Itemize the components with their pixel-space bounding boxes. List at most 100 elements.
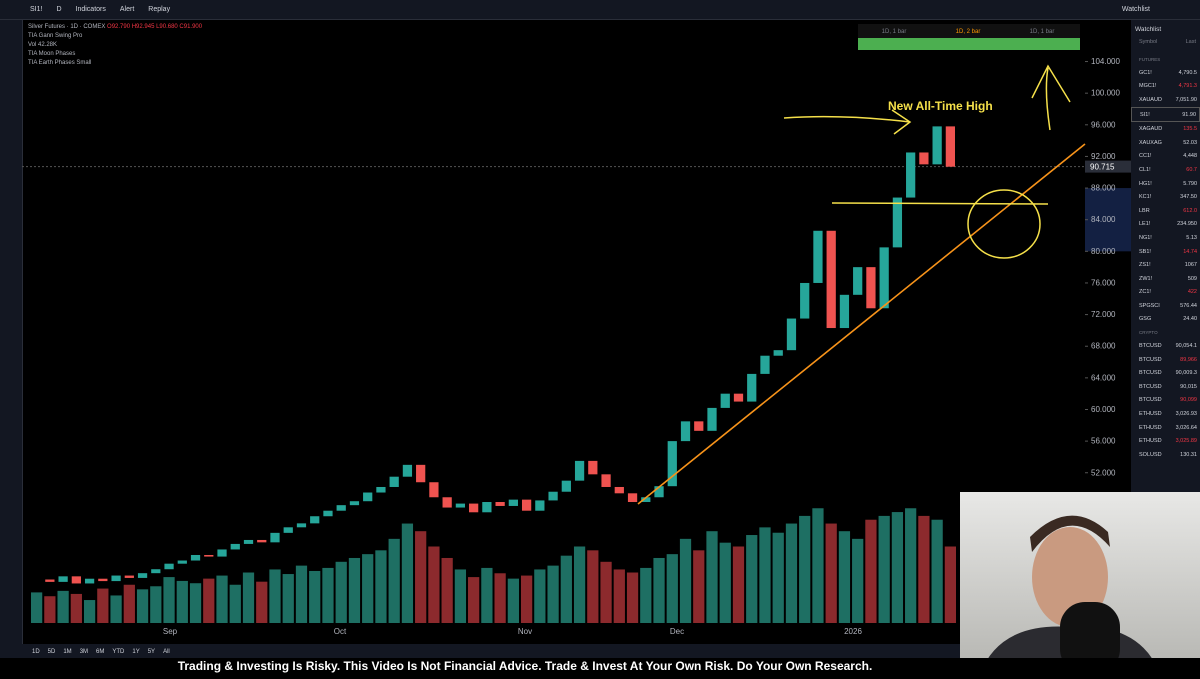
watchlist-row[interactable]: SOLUSD 130.31 [1131,448,1200,462]
candle [508,499,518,506]
candle [469,503,479,513]
watchlist-row[interactable]: KC1! 347.50 [1131,190,1200,204]
watchlist-row[interactable]: ETHUSD 3,026.64 [1131,421,1200,435]
watchlist-row[interactable]: ZW1! 509 [1131,272,1200,286]
row-symbol: XAUAUD [1139,96,1162,103]
replay-button[interactable]: Replay [148,6,171,13]
watchlist-row[interactable]: XAUXAG 52.03 [1131,136,1200,150]
volume-bar [216,575,228,623]
volume-bar [626,572,639,623]
watchlist-row[interactable]: BTCUSD 90,099 [1131,394,1200,408]
candle [270,532,280,543]
range-button[interactable]: YTD [112,649,125,655]
price-axis-highlight [1085,188,1131,252]
watchlist-row[interactable]: HG1! 5.790 [1131,177,1200,191]
watchlist-row[interactable]: SB1! 14.74 [1131,245,1200,259]
alert-button[interactable]: Alert [119,6,135,13]
watchlist-row[interactable]: ZC1! 422 [1131,286,1200,300]
row-symbol: XAUXAG [1139,139,1162,146]
volume-bar [401,523,414,623]
watchlist-row[interactable]: XAUAUD 7,051.90 [1131,93,1200,107]
volume-bar [520,575,533,623]
volume-bar [441,557,453,623]
indicators-button[interactable]: Indicators [75,6,106,13]
row-symbol: SOLUSD [1139,451,1162,458]
watchlist-row[interactable]: ETHUSD 3,025.89 [1131,434,1200,448]
candle [98,578,108,582]
row-last: 509 [1187,275,1197,282]
volume-bar [918,515,930,623]
row-last: 90,099 [1180,397,1197,404]
watchlist-row[interactable]: BTCUSD 89,966 [1131,353,1200,367]
watchlist-rows: FUTURES GC1! 4,790.5 MGC1! 4,791.3 XAUAUD 7,05… [1131,53,1200,462]
indicator-label: TIA Earth Phases Small [28,60,92,66]
volume-bar [189,583,202,623]
watchlist-row[interactable]: BTCUSD 90,015 [1131,380,1200,394]
candle [839,294,850,329]
legend-ohlc: O92.790 H92.945 L90.680 C91.900 [107,24,203,30]
row-symbol: HG1! [1139,180,1152,187]
candle [786,318,797,351]
volume-bar [481,567,493,623]
watchlist-row[interactable]: ETHUSD 3,026.93 [1131,407,1200,421]
watchlist-row[interactable]: ZS1! 1067 [1131,258,1200,272]
candle [111,575,121,582]
range-button[interactable]: 1D [32,649,40,655]
bar-widget-green [858,38,1080,50]
last-price-label: 90.715 [1090,163,1115,172]
range-button[interactable]: 3M [79,649,89,655]
watchlist-row[interactable]: BTCUSD 90,009.3 [1131,366,1200,380]
watchlist-row[interactable]: XAGAUD 135.5 [1131,122,1200,136]
candle [376,486,386,493]
watchlist-row[interactable]: MGC1! 4,791.3 [1131,80,1200,94]
range-button[interactable]: 6M [96,649,105,655]
row-symbol: XAGAUD [1139,126,1163,133]
candle [932,126,942,165]
candle [217,549,227,557]
watchlist-row[interactable]: BTCUSD 90,054.1 [1131,339,1200,353]
candle [204,554,214,557]
watchlist-row[interactable]: CL1! 60.7 [1131,163,1200,177]
watchlist-row[interactable]: CC1! 4,448 [1131,150,1200,164]
volume-bar [415,531,427,623]
range-button[interactable]: 1Y [132,649,140,655]
candle [760,355,770,374]
range-button[interactable]: 5D [47,649,56,655]
candle [720,393,730,408]
row-symbol: GC1! [1139,69,1152,76]
price-label: 92.000 [1091,152,1116,161]
range-button[interactable]: All [163,649,170,655]
watchlist-button[interactable]: Watchlist [1121,6,1150,13]
watchlist-row[interactable]: LBR 612.0 [1131,204,1200,218]
candle [416,464,426,483]
indicator-label: TIA Moon Phases [28,51,76,57]
interval[interactable]: D [56,6,62,13]
candle [164,563,174,570]
volume-bar [825,523,837,623]
watchlist-row[interactable]: SPGSCI 576.44 [1131,299,1200,313]
support-line [831,202,1049,205]
row-last: 4,791.3 [1178,83,1197,90]
candle [707,407,717,431]
volume-bar [838,531,851,623]
symbol-search[interactable]: SI1! [30,6,43,13]
range-button[interactable]: 1M [63,649,72,655]
watchlist-row[interactable]: GC1! 4,790.5 [1131,66,1200,80]
time-label: Dec [670,627,684,636]
watchlist-row[interactable]: SI1! 91.90 [1131,106,1200,123]
row-last: 422 [1187,289,1197,296]
row-symbol: BTCUSD [1139,356,1162,363]
candle [151,569,161,574]
candle [906,152,916,198]
range-button[interactable]: 5Y [147,649,156,655]
row-last: 91.90 [1182,111,1196,118]
watchlist-row[interactable]: NG1! 5.13 [1131,231,1200,245]
row-last: 3,026.64 [1175,424,1197,431]
watchlist-row[interactable]: LE1! 234.950 [1131,218,1200,232]
candle [310,516,320,524]
volume-bar [136,589,149,623]
candle [124,575,134,578]
candle [363,492,373,502]
watchlist-row[interactable]: GSG 24.40 [1131,313,1200,327]
row-last: 4,790.5 [1178,69,1197,76]
